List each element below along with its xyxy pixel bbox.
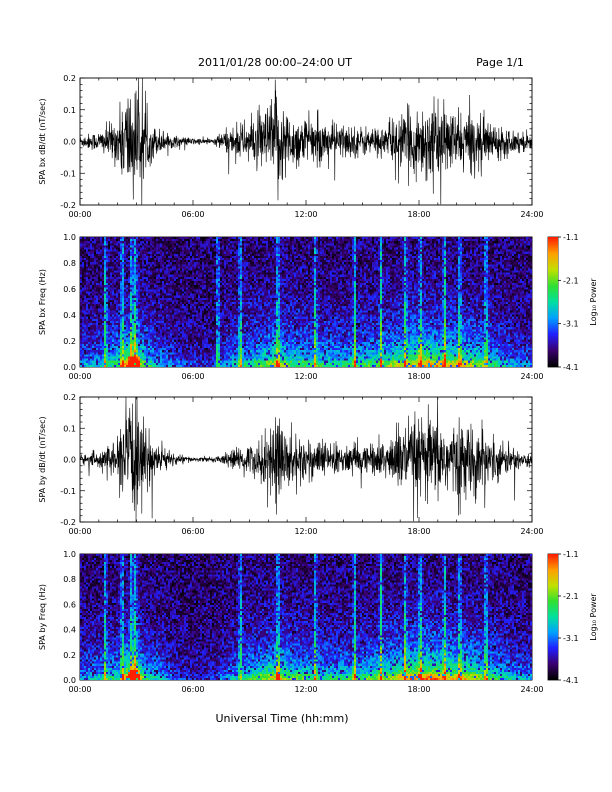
x-tick-label: 00:00 (68, 527, 91, 536)
x-tick-label: 06:00 (181, 210, 204, 219)
y-tick-label: 0.0 (63, 676, 76, 685)
y-tick-label: 0.8 (63, 575, 76, 584)
x-tick-label: 12:00 (294, 527, 317, 536)
plot-frame (79, 77, 533, 206)
x-tick-label: 00:00 (68, 685, 91, 694)
x-tick-label: 24:00 (520, 685, 543, 694)
x-tick-label: 00:00 (68, 372, 91, 381)
y-tick-label: -0.1 (60, 487, 76, 496)
y-tick-label: -0.1 (60, 169, 76, 178)
waveform-trace (79, 396, 533, 523)
x-tick-label: 12:00 (294, 685, 317, 694)
y-tick-label: 0.4 (63, 626, 76, 635)
colorbar-tick-label: -2.1 (563, 592, 579, 601)
x-tick-label: 12:00 (294, 210, 317, 219)
y-tick-label: 0.2 (63, 393, 76, 402)
x-tick-label: 12:00 (294, 372, 317, 381)
page-title: 2011/01/28 00:00–24:00 UT (198, 56, 352, 69)
spectrogram-bx (80, 237, 532, 367)
y-tick-label: -0.2 (60, 201, 76, 210)
colorbar-bx (548, 237, 558, 367)
x-tick-label: 18:00 (407, 372, 430, 381)
y-tick-label: 0.0 (63, 363, 76, 372)
y-tick-label: 1.0 (63, 550, 76, 559)
panel-3: 00:00 06:00 12:00 18:00 24:00 0.2 0.1 0.0 -0.1 -0… (38, 393, 544, 536)
spectrogram-by (80, 554, 532, 680)
y-tick-label: 0.8 (63, 259, 76, 268)
panel-1: 00:00 06:00 12:00 18:00 24:00 0.2 0.1 0.0 -0.1 -0… (38, 74, 544, 219)
y-tick-label: -0.2 (60, 518, 76, 527)
colorbar-label: Log₁₀ Power (589, 278, 598, 326)
x-tick-label: 24:00 (520, 210, 543, 219)
waveform-trace (79, 77, 533, 206)
x-tick-label: 18:00 (407, 685, 430, 694)
x-tick-label: 06:00 (181, 527, 204, 536)
x-tick-label: 18:00 (407, 210, 430, 219)
y-tick-label: 0.0 (63, 456, 76, 465)
x-tick-label: 06:00 (181, 685, 204, 694)
y-axis-label: SPA bx dB/dt (nT/sec) (38, 98, 47, 184)
x-tick-label: 06:00 (181, 372, 204, 381)
page-number: Page 1/1 (476, 56, 524, 69)
y-tick-label: 1.0 (63, 233, 76, 242)
y-axis-label: SPA bx Freq (Hz) (38, 269, 47, 335)
y-axis-label: SPA by dB/dt (nT/sec) (38, 416, 47, 502)
y-tick-label: 0.2 (63, 337, 76, 346)
x-tick-label: 00:00 (68, 210, 91, 219)
y-tick-label: 0.1 (63, 424, 76, 433)
colorbar-tick-label: -1.1 (563, 233, 579, 242)
colorbar-tick-label: -1.1 (563, 550, 579, 559)
y-axis-label: SPA by Freq (Hz) (38, 584, 47, 650)
y-tick-label: 0.2 (63, 74, 76, 83)
y-tick-label: 0.2 (63, 651, 76, 660)
x-tick-label: 24:00 (520, 527, 543, 536)
colorbar-by (548, 554, 558, 680)
colorbar-tick-label: -4.1 (563, 363, 579, 372)
colorbar-tick-label: -2.1 (563, 276, 579, 285)
y-tick-label: 0.6 (63, 285, 76, 294)
colorbar-tick-label: -3.1 (563, 320, 579, 329)
colorbar-tick-label: -4.1 (563, 676, 579, 685)
y-tick-label: 0.6 (63, 600, 76, 609)
y-tick-label: 0.1 (63, 106, 76, 115)
colorbar-label: Log₁₀ Power (589, 593, 598, 641)
x-axis-label: Universal Time (hh:mm) (216, 712, 349, 725)
x-tick-label: 24:00 (520, 372, 543, 381)
x-tick-label: 18:00 (407, 527, 430, 536)
y-tick-label: 0.4 (63, 311, 76, 320)
colorbar-tick-label: -3.1 (563, 634, 579, 643)
y-tick-label: 0.0 (63, 138, 76, 147)
